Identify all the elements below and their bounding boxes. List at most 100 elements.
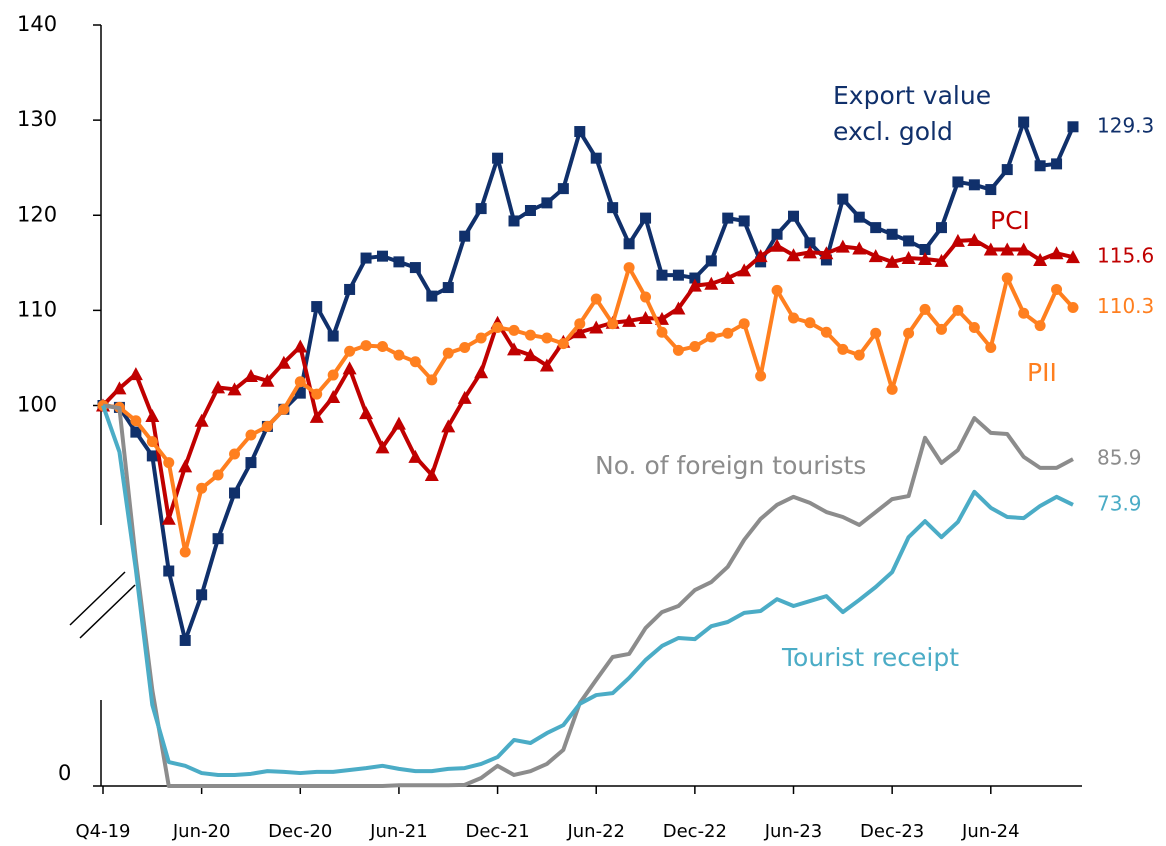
marker-square (541, 197, 553, 209)
marker-circle (179, 546, 191, 558)
x-tick-label: Dec-21 (465, 821, 529, 842)
marker-square (837, 193, 849, 205)
marker-triangle (474, 365, 489, 379)
y-tick-label: 110 (17, 297, 57, 321)
end-value-label: 115.6 (1097, 244, 1154, 268)
marker-circle (1067, 302, 1079, 314)
marker-circle (1034, 320, 1046, 332)
marker-triangle (293, 339, 308, 353)
marker-square (919, 243, 931, 255)
marker-square (656, 269, 668, 281)
marker-square (426, 290, 438, 302)
marker-triangle (918, 252, 933, 266)
marker-triangle (161, 511, 176, 525)
marker-triangle (572, 325, 587, 339)
marker-triangle (128, 367, 143, 381)
marker-circle (311, 388, 323, 400)
x-tick-label: Dec-22 (663, 821, 727, 842)
marker-triangle (802, 245, 817, 259)
marker-square (475, 203, 487, 215)
marker-circle (705, 331, 717, 343)
end-value-label: 129.3 (1097, 113, 1154, 137)
marker-circle (146, 436, 158, 448)
series-annotation: Export value excl. gold (833, 81, 992, 146)
marker-circle (475, 332, 487, 344)
marker-square (590, 152, 602, 164)
marker-square (409, 262, 421, 274)
marker-square (804, 237, 816, 249)
marker-square (492, 152, 504, 164)
marker-circle (837, 343, 849, 355)
marker-triangle (589, 320, 604, 334)
marker-circle (968, 321, 980, 333)
marker-square (130, 426, 142, 438)
marker-square (935, 222, 947, 234)
marker-circle (853, 349, 865, 361)
marker-triangle (1033, 252, 1048, 266)
marker-circle (492, 321, 504, 333)
marker-circle (623, 262, 635, 274)
marker-square (788, 210, 800, 222)
marker-triangle (227, 382, 242, 396)
marker-circle (196, 482, 208, 494)
marker-triangle (408, 449, 423, 463)
marker-square (853, 211, 865, 223)
end-value-label: 85.9 (1097, 446, 1142, 470)
marker-square (245, 457, 257, 469)
marker-circle (656, 326, 668, 338)
marker-square (393, 256, 405, 268)
marker-circle (985, 341, 997, 353)
marker-circle (935, 323, 947, 335)
marker-circle (261, 420, 273, 432)
marker-circle (1051, 283, 1063, 295)
marker-square (459, 230, 471, 242)
marker-triangle (243, 369, 258, 383)
marker-square (886, 228, 898, 240)
marker-triangle (211, 380, 226, 394)
marker-triangle (720, 271, 735, 285)
marker-triangle (391, 416, 406, 430)
marker-circle (607, 318, 619, 330)
marker-circle (1018, 307, 1030, 319)
y-tick-label: 120 (17, 202, 57, 226)
marker-square (344, 283, 356, 295)
marker-square (1001, 164, 1013, 176)
marker-triangle (178, 459, 193, 473)
series-line (101, 404, 1074, 777)
marker-square (1018, 116, 1030, 128)
axis-break-mark (69, 571, 126, 626)
marker-square (640, 212, 652, 224)
marker-square (771, 228, 783, 240)
marker-circle (409, 356, 421, 368)
x-tick-label: Jun-24 (961, 821, 1020, 842)
marker-square (508, 215, 520, 227)
y-tick-label: 100 (17, 393, 57, 417)
marker-triangle (424, 467, 439, 481)
marker-circle (541, 332, 553, 344)
x-tick-label: Jun-20 (172, 821, 231, 842)
marker-circle (689, 341, 701, 353)
marker-triangle (786, 248, 801, 262)
marker-triangle (441, 419, 456, 433)
marker-triangle (309, 409, 324, 423)
marker-square (689, 272, 701, 284)
marker-triangle (885, 254, 900, 268)
marker-triangle (983, 242, 998, 256)
marker-circle (393, 349, 405, 361)
marker-circle (426, 374, 438, 386)
end-value-label: 110.3 (1097, 294, 1154, 318)
marker-square (705, 255, 717, 267)
marker-triangle (967, 232, 982, 246)
marker-triangle (457, 390, 472, 404)
marker-circle (229, 448, 241, 460)
marker-triangle (901, 251, 916, 265)
marker-triangle (819, 246, 834, 260)
marker-triangle (326, 389, 341, 403)
marker-square (672, 269, 684, 281)
marker-circle (294, 376, 306, 388)
marker-circle (886, 383, 898, 395)
marker-circle (870, 327, 882, 339)
marker-triangle (835, 239, 850, 253)
